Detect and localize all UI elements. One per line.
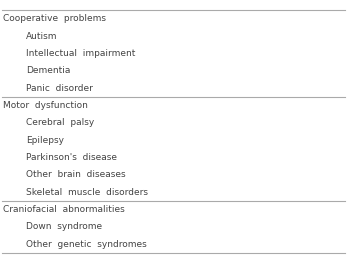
Text: Dementia: Dementia — [26, 67, 70, 75]
Text: Craniofacial  abnormalities: Craniofacial abnormalities — [3, 205, 125, 214]
Text: Cooperative  problems: Cooperative problems — [3, 14, 106, 23]
Text: Skeletal  muscle  disorders: Skeletal muscle disorders — [26, 188, 148, 197]
Text: Epilepsy: Epilepsy — [26, 136, 64, 145]
Text: Other  genetic  syndromes: Other genetic syndromes — [26, 240, 147, 249]
Text: Cerebral  palsy: Cerebral palsy — [26, 118, 94, 127]
Text: Autism: Autism — [26, 32, 58, 41]
Text: Other  brain  diseases: Other brain diseases — [26, 170, 126, 179]
Text: Motor  dysfunction: Motor dysfunction — [3, 101, 88, 110]
Text: Down  syndrome: Down syndrome — [26, 222, 102, 231]
Text: Intellectual  impairment: Intellectual impairment — [26, 49, 135, 58]
Text: Panic  disorder: Panic disorder — [26, 84, 93, 93]
Text: Parkinson's  disease: Parkinson's disease — [26, 153, 117, 162]
